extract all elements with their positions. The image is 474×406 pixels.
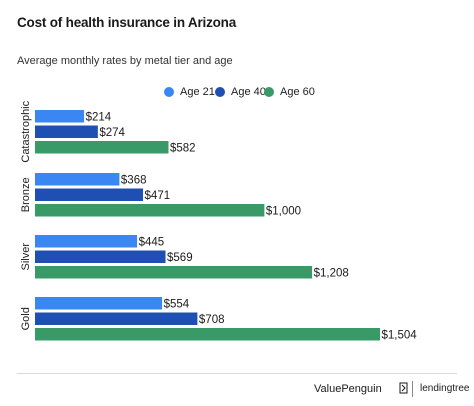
bar-gold-age-21 bbox=[35, 297, 163, 310]
bar-silver-age-40 bbox=[35, 250, 166, 263]
chart-subtitle: Average monthly rates by metal tier and … bbox=[17, 55, 233, 67]
legend-label-age-40: Age 40 bbox=[231, 86, 266, 98]
brand-lendingtree: lendingtree bbox=[420, 383, 470, 394]
legend-item-age-40: Age 40 bbox=[215, 86, 266, 98]
category-label-catastrophic: Catastrophic bbox=[20, 100, 32, 162]
bar-silver-age-21 bbox=[35, 235, 138, 248]
data-label-silver-age-60: $1,208 bbox=[314, 268, 349, 280]
footer-divider bbox=[17, 373, 457, 374]
bar-catastrophic-age-60 bbox=[35, 141, 169, 154]
legend-swatch-age-21 bbox=[164, 87, 174, 97]
data-label-gold-age-60: $1,504 bbox=[382, 330, 418, 342]
legend-item-age-60: Age 60 bbox=[264, 86, 315, 98]
data-label-catastrophic-age-21: $214 bbox=[86, 112, 112, 124]
brand-valuepenguin: ValuePenguin bbox=[314, 383, 382, 395]
legend-label-age-60: Age 60 bbox=[280, 86, 315, 98]
brand-separator bbox=[412, 381, 413, 397]
penguin-icon bbox=[399, 382, 408, 394]
data-label-bronze-age-60: $1,000 bbox=[266, 206, 301, 218]
bar-catastrophic-age-40 bbox=[35, 125, 98, 138]
legend-swatch-age-60 bbox=[264, 87, 274, 97]
data-label-bronze-age-40: $471 bbox=[145, 190, 171, 202]
data-label-bronze-age-21: $368 bbox=[121, 175, 147, 187]
bar-bronze-age-40 bbox=[35, 188, 144, 201]
chart-title: Cost of health insurance in Arizona bbox=[17, 15, 237, 30]
data-label-gold-age-21: $554 bbox=[164, 299, 190, 311]
category-label-gold: Gold bbox=[20, 307, 32, 330]
bar-bronze-age-21 bbox=[35, 173, 120, 186]
data-label-catastrophic-age-60: $582 bbox=[170, 143, 196, 155]
bar-catastrophic-age-21 bbox=[35, 110, 85, 123]
bar-gold-age-40 bbox=[35, 312, 198, 325]
category-label-silver: Silver bbox=[20, 243, 32, 271]
legend-item-age-21: Age 21 bbox=[164, 86, 215, 98]
category-label-bronze: Bronze bbox=[20, 177, 32, 212]
legend-label-age-21: Age 21 bbox=[180, 86, 215, 98]
data-label-gold-age-40: $708 bbox=[199, 314, 225, 326]
data-label-silver-age-40: $569 bbox=[167, 252, 193, 264]
data-label-silver-age-21: $445 bbox=[139, 237, 165, 249]
data-label-catastrophic-age-40: $274 bbox=[99, 127, 125, 139]
legend-swatch-age-40 bbox=[215, 87, 225, 97]
bar-gold-age-60 bbox=[35, 328, 380, 341]
bar-bronze-age-60 bbox=[35, 204, 265, 217]
bar-silver-age-60 bbox=[35, 266, 313, 279]
